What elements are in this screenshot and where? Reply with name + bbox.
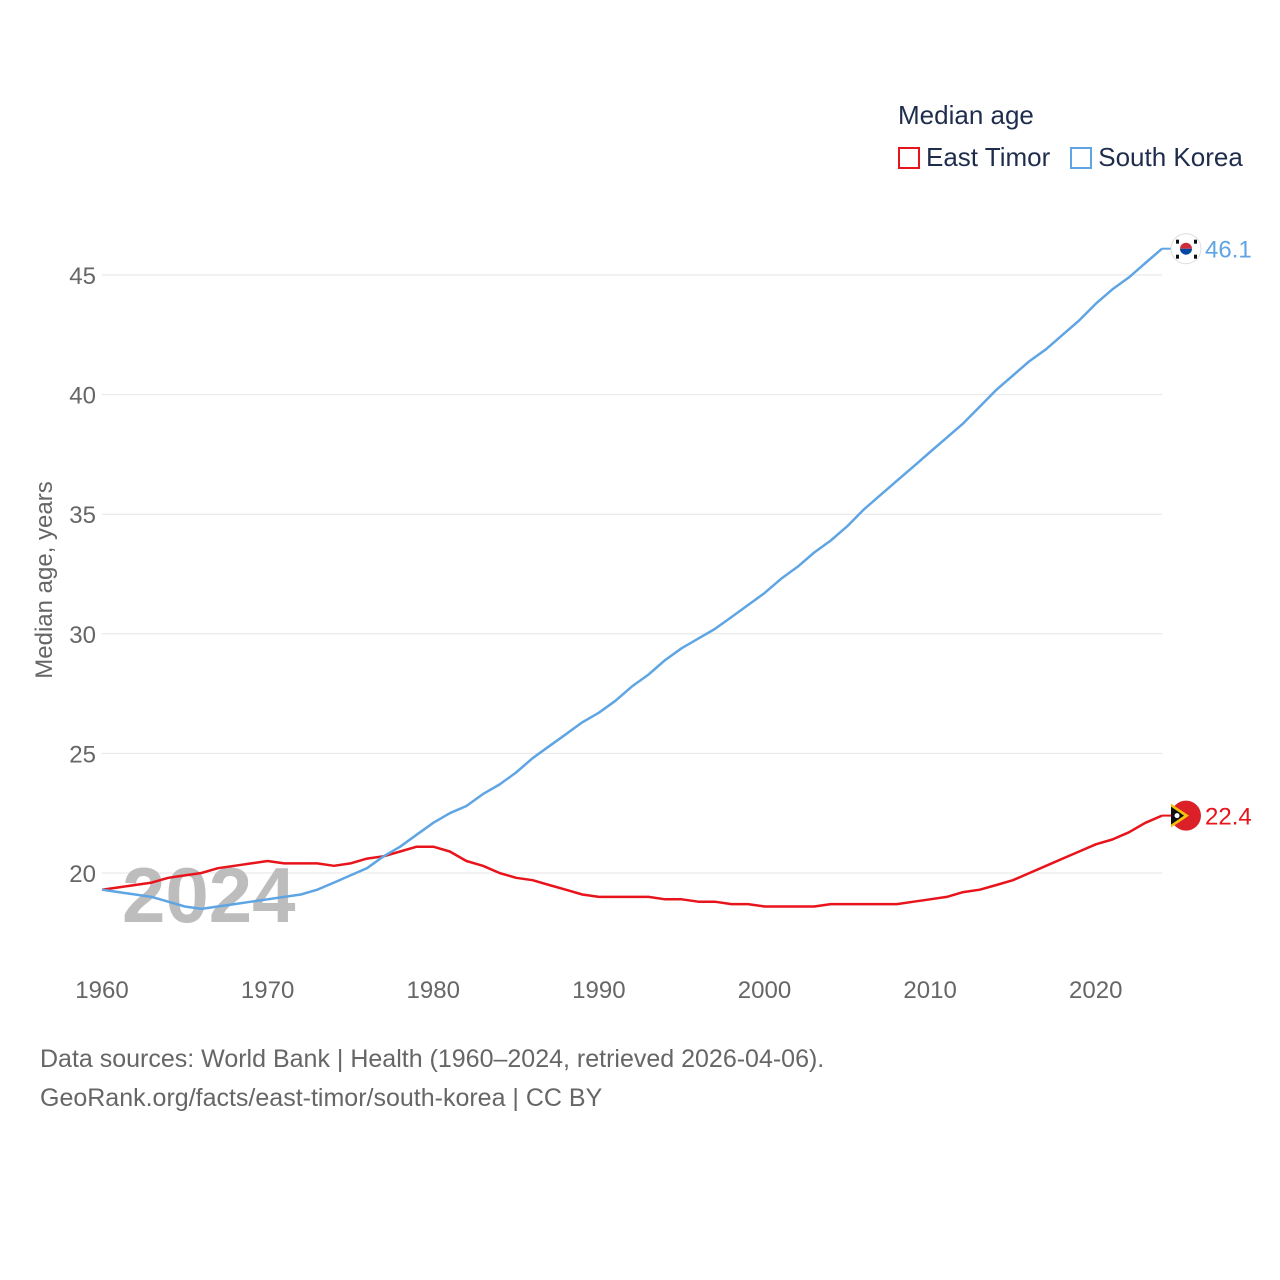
flag-south-korea-icon bbox=[1170, 233, 1202, 265]
y-axis-label: Median age, years bbox=[31, 481, 58, 678]
legend-swatch-south-korea bbox=[1070, 146, 1093, 169]
flag-south-korea-trigram-3 bbox=[1194, 254, 1197, 259]
legend-title: Median age bbox=[898, 100, 1034, 130]
x-tick-label-1990: 1990 bbox=[572, 977, 625, 1004]
line-chart: 20 25 30 35 40 45 1960 1970 1980 1990 2000 2010 202… bbox=[31, 233, 1252, 1004]
flag-east-timor-icon bbox=[1171, 800, 1201, 831]
flag-east-timor-star bbox=[1174, 813, 1180, 819]
legend-item-east-timor[interactable]: East Timor bbox=[898, 142, 1050, 173]
end-label-south-korea: 46.1 bbox=[1205, 237, 1252, 264]
attribution-link[interactable]: GeoRank.org/facts/east-timor/south-korea… bbox=[40, 1084, 603, 1112]
end-labels: 22.4 46.1 bbox=[1162, 233, 1252, 831]
y-tick-label-45: 45 bbox=[69, 263, 96, 290]
y-tick-label-30: 30 bbox=[69, 622, 96, 649]
x-tick-label-2020: 2020 bbox=[1069, 977, 1122, 1004]
legend-item-south-korea[interactable]: South Korea bbox=[1070, 142, 1243, 173]
flag-south-korea-trigram-2 bbox=[1176, 254, 1179, 259]
series-line-south-korea bbox=[101, 247, 1163, 911]
flag-south-korea-trigram-0 bbox=[1176, 239, 1179, 244]
y-tick-label-20: 20 bbox=[69, 861, 96, 888]
legend: East Timor South Korea bbox=[898, 142, 1243, 173]
y-tick-label-35: 35 bbox=[69, 502, 96, 529]
end-label-east-timor: 22.4 bbox=[1205, 804, 1252, 831]
y-tick-label-40: 40 bbox=[69, 383, 96, 410]
x-tick-label-1970: 1970 bbox=[241, 977, 294, 1004]
grid-lines bbox=[102, 274, 1162, 874]
legend-label-south-korea: South Korea bbox=[1098, 142, 1243, 172]
flag-south-korea-trigram-1 bbox=[1194, 239, 1197, 244]
flag-south-korea-blue bbox=[1180, 248, 1192, 255]
year-watermark: 2024 bbox=[122, 851, 296, 939]
x-tick-label-2010: 2010 bbox=[903, 977, 956, 1004]
x-axis-ticks: 1960 1970 1980 1990 2000 2010 2020 bbox=[75, 977, 1122, 1004]
legend-label-east-timor: East Timor bbox=[926, 142, 1051, 172]
x-tick-label-1980: 1980 bbox=[407, 977, 460, 1004]
y-tick-label-25: 25 bbox=[69, 741, 96, 768]
series-line-east-timor bbox=[101, 814, 1163, 908]
series-lines bbox=[101, 247, 1163, 911]
x-tick-label-2000: 2000 bbox=[738, 977, 791, 1004]
flag-south-korea-red bbox=[1180, 242, 1192, 249]
x-tick-label-1960: 1960 bbox=[75, 977, 128, 1004]
legend-swatch-east-timor bbox=[898, 146, 920, 169]
y-axis-ticks: 20 25 30 35 40 45 bbox=[69, 263, 96, 888]
data-source-text: Data sources: World Bank | Health (1960–… bbox=[40, 1045, 825, 1073]
